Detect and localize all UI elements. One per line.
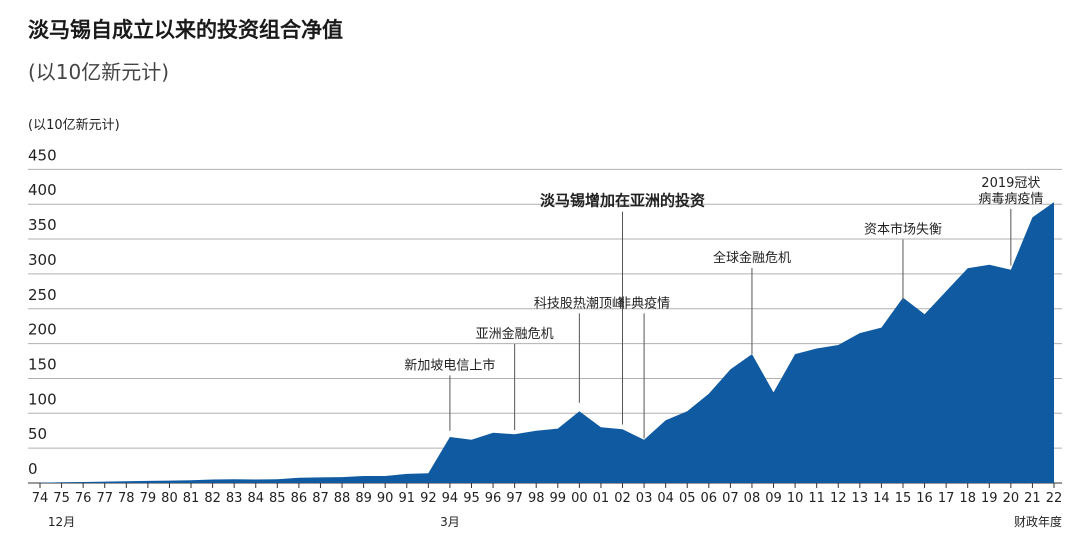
x-tick-label: 79: [140, 491, 157, 506]
x-tick-label: 06: [701, 491, 718, 506]
x-tick-label: 09: [765, 491, 782, 506]
x-sub-label: 财政年度: [1014, 514, 1062, 529]
x-tick-label: 83: [226, 491, 243, 506]
x-tick-label: 89: [355, 491, 372, 506]
annotation-label: 亚洲金融危机: [476, 326, 554, 342]
x-tick-label: 85: [269, 491, 286, 506]
y-tick-label: 250: [28, 286, 57, 304]
x-tick-label: 75: [53, 491, 70, 506]
x-tick-label: 74: [32, 491, 49, 506]
annotation-label: 非典疫情: [618, 295, 670, 311]
y-tick-label: 300: [28, 251, 57, 269]
y-tick-label: 400: [28, 181, 57, 199]
x-sub-label: 12月: [48, 515, 75, 529]
annotation-label: 科技股热潮顶峰: [534, 296, 625, 311]
annotation-label: 淡马锡增加在亚洲的投资: [540, 192, 705, 210]
x-tick-label: 12: [830, 491, 847, 506]
y-tick-label: 150: [28, 355, 57, 373]
x-tick-label: 95: [463, 491, 480, 506]
x-tick-label: 05: [679, 491, 696, 506]
chart-subtitle: (以10亿新元计): [28, 60, 170, 84]
x-tick-label: 76: [75, 491, 92, 506]
x-tick-label: 97: [506, 491, 523, 506]
y-tick-label: 0: [28, 460, 38, 478]
x-sub-label: 3月: [440, 515, 460, 529]
x-tick-label: 18: [959, 491, 976, 506]
annotation-label: 2019冠状: [981, 176, 1040, 191]
x-tick-label: 99: [550, 491, 567, 506]
x-tick-label: 77: [96, 491, 113, 506]
x-tick-label: 88: [334, 491, 351, 506]
x-tick-label: 80: [161, 491, 178, 506]
annotation-label: 新加坡电信上市: [404, 357, 495, 373]
x-tick-label: 19: [981, 491, 998, 506]
x-tick-label: 07: [722, 491, 739, 506]
x-tick-label: 91: [398, 491, 415, 506]
y-tick-label: 100: [28, 390, 57, 408]
x-tick-label: 94: [442, 491, 459, 506]
x-tick-label: 16: [916, 491, 933, 506]
chart-title: 淡马锡自成立以来的投资组合净值: [28, 18, 343, 42]
x-tick-label: 87: [312, 491, 329, 506]
x-tick-label: 01: [593, 491, 610, 506]
x-tick-label: 78: [118, 491, 135, 506]
annotation-label: 资本市场失衡: [864, 221, 942, 237]
x-tick-label: 08: [744, 491, 761, 506]
x-tick-label: 17: [938, 491, 955, 506]
x-tick-label: 81: [183, 491, 200, 506]
x-tick-label: 21: [1024, 491, 1041, 506]
net-value-area: [40, 202, 1054, 483]
annotation-label: 病毒病疫情: [978, 191, 1043, 207]
x-tick-label: 04: [657, 491, 674, 506]
x-tick-label: 00: [571, 491, 588, 506]
x-tick-label: 03: [636, 491, 653, 506]
x-tick-label: 84: [247, 491, 264, 506]
x-tick-label: 98: [528, 491, 545, 506]
x-tick-label: 15: [895, 491, 912, 506]
annotation-label: 全球金融危机: [713, 250, 791, 266]
x-tick-label: 20: [1003, 491, 1020, 506]
x-tick-label: 11: [808, 491, 825, 506]
y-tick-label: 200: [28, 321, 57, 339]
x-tick-label: 86: [291, 491, 308, 506]
x-tick-label: 82: [204, 491, 221, 506]
x-tick-label: 96: [485, 491, 502, 506]
x-tick-label: 92: [420, 491, 437, 506]
x-tick-label: 14: [873, 491, 890, 506]
x-tick-label: 22: [1046, 491, 1063, 506]
x-tick-label: 10: [787, 491, 804, 506]
x-tick-label: 02: [614, 491, 631, 506]
y-tick-label: 50: [28, 425, 47, 443]
y-tick-label: 450: [28, 146, 57, 164]
x-tick-label: 13: [852, 491, 869, 506]
y-tick-label: 350: [28, 216, 57, 234]
y-axis-unit-label: (以10亿新元计): [28, 118, 120, 133]
x-tick-label: 90: [377, 491, 394, 506]
